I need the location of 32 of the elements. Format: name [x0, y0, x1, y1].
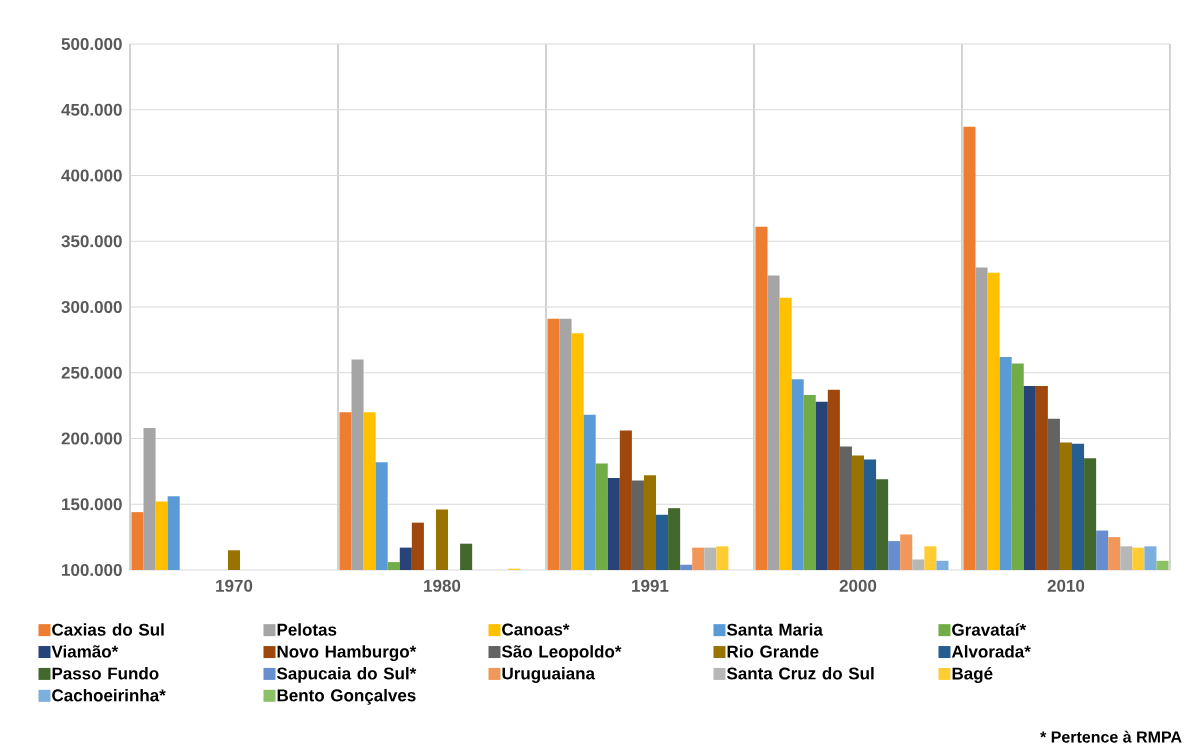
x-tick-label: 2000	[839, 579, 877, 592]
legend-label: Santa Maria	[726, 623, 823, 636]
legend-label: Canoas*	[502, 623, 570, 636]
text: * Pertence à RMPA	[1040, 730, 1182, 743]
legend-label: São Leopoldo*	[501, 645, 622, 661]
legend-label: Cachoeirinha*	[52, 688, 166, 702]
legend-label: Bento Gonçalves	[277, 688, 416, 705]
y-tick-label: 200.000	[61, 432, 122, 445]
y-tick-label: 350.000	[61, 235, 122, 248]
y-tick-label: 150.000	[62, 498, 122, 511]
legend-label: Caxias do Sul	[52, 623, 164, 636]
y-tick-label: 250.000	[61, 366, 122, 379]
legend-label: Rio Grande	[727, 645, 819, 658]
y-tick-label: 450.000	[61, 103, 122, 116]
legend-label: Novo Hamburgo*	[277, 645, 417, 662]
legend-label: Viamão*	[51, 645, 119, 658]
x-tick-label: 1980	[424, 579, 461, 592]
legend-label: Uruguaiana	[502, 667, 596, 683]
y-tick-label: 400.000	[61, 169, 122, 182]
x-tick-label: 2010	[1047, 579, 1085, 592]
legend-label: Alvorada*	[951, 645, 1031, 658]
y-tick-label: 100.000	[62, 563, 122, 577]
legend-label: Santa Cruz do Sul	[726, 667, 874, 680]
legend-label: Sapucaia do Sul*	[276, 667, 417, 683]
legend-label: Gravataí*	[952, 623, 1027, 636]
x-tick-label: 1970	[216, 579, 253, 592]
legend-label: Passo Fundo	[52, 667, 159, 680]
y-tick-label: 300.000	[61, 300, 122, 314]
legend-label: Bagé	[952, 666, 993, 684]
x-tick-label: 1991	[632, 579, 669, 592]
y-tick-label: 500.000	[61, 37, 122, 51]
legend-label: Pelotas	[277, 623, 337, 636]
